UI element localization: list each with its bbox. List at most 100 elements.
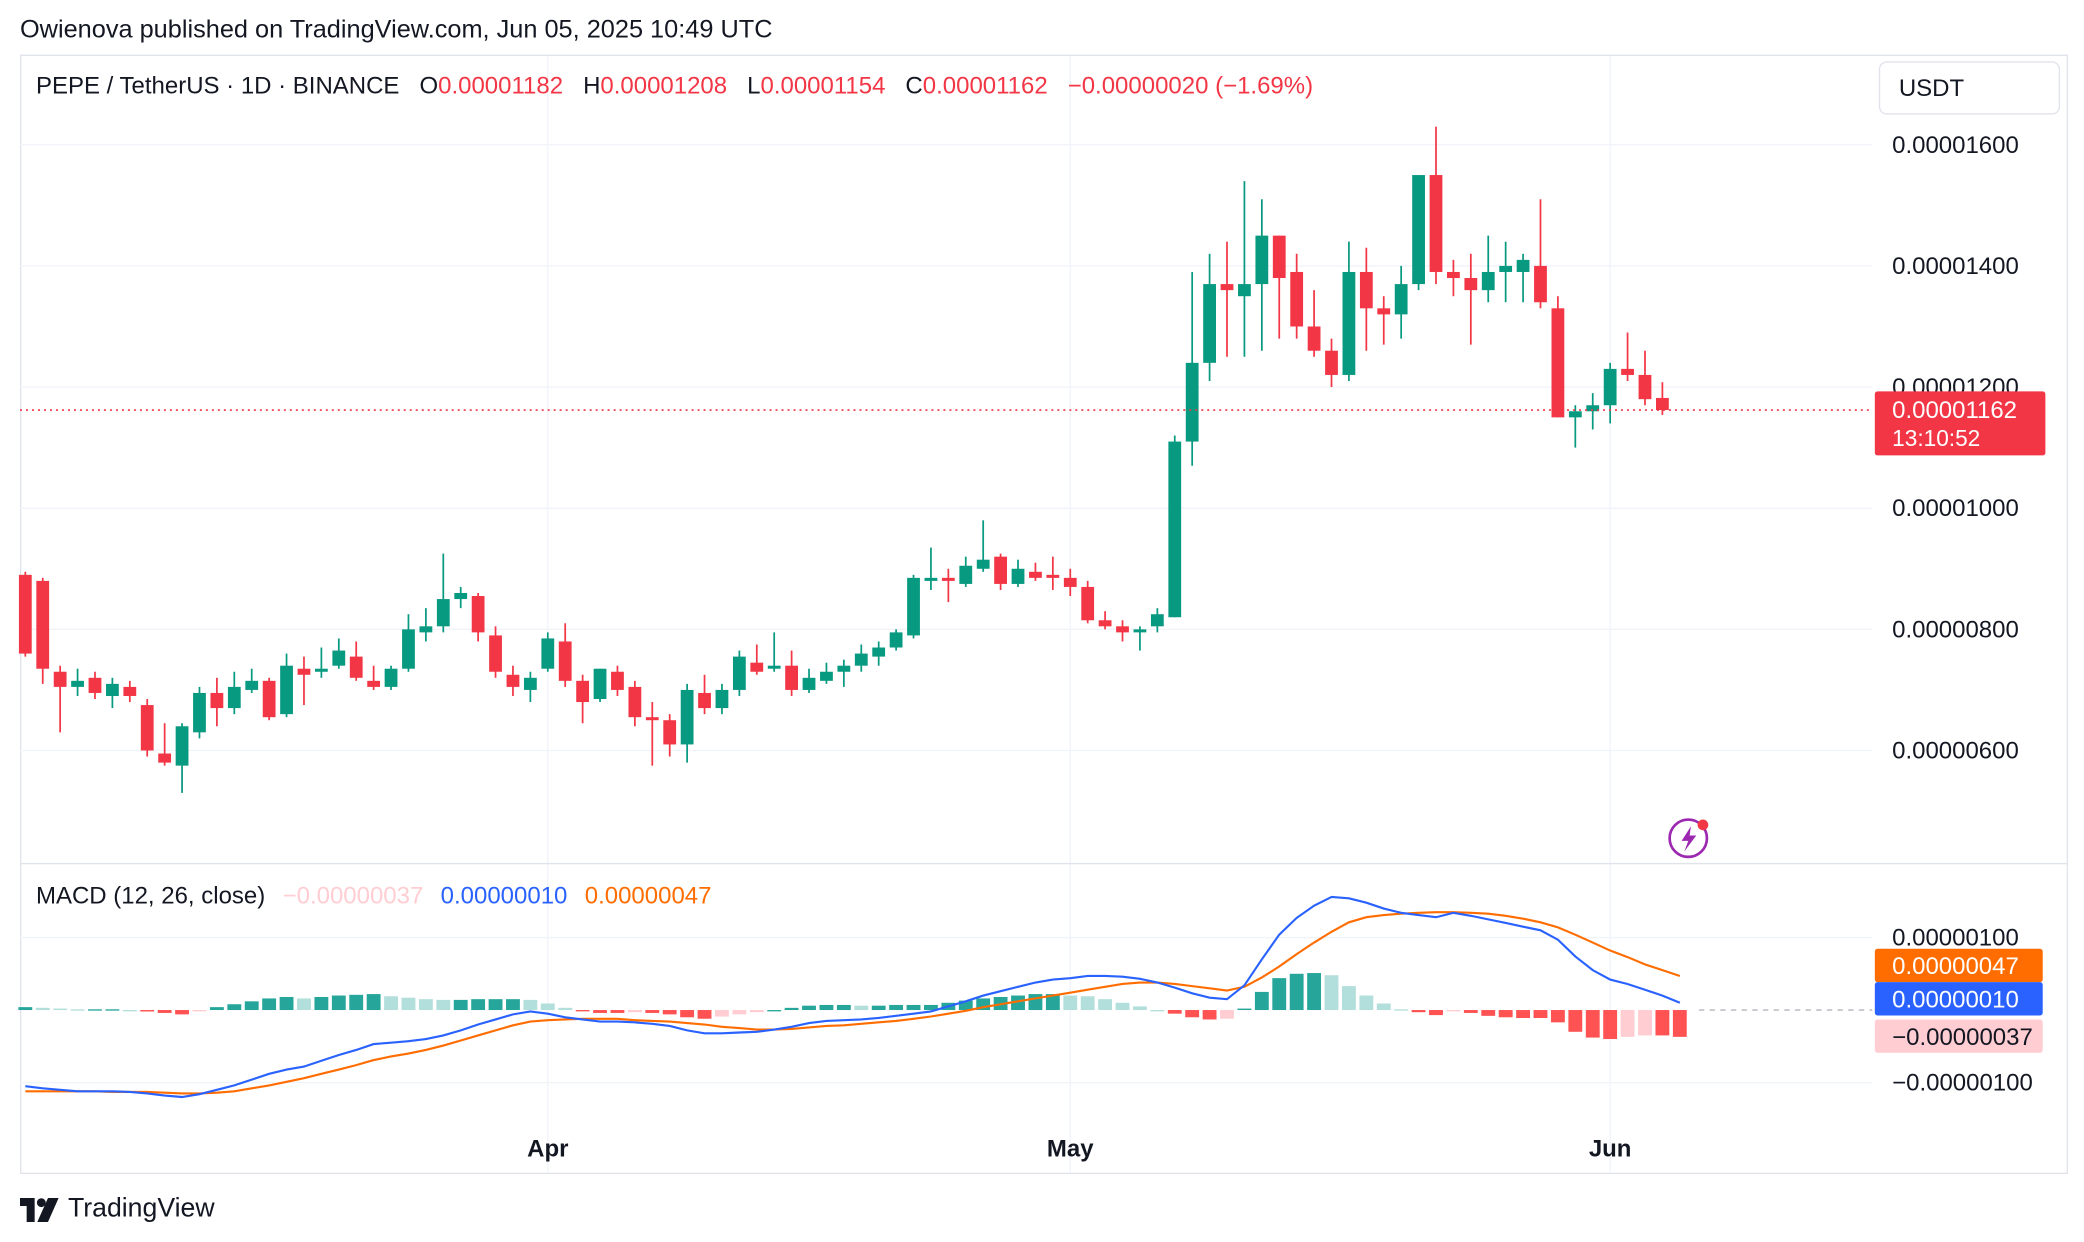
- macd-hist-bar: [958, 1000, 973, 1011]
- candle-body: [558, 641, 572, 681]
- macd-hist-bar: [1237, 1008, 1252, 1011]
- macd-hist-bar: [610, 1010, 625, 1013]
- candle-body: [1011, 568, 1025, 584]
- candle-body: [1081, 586, 1095, 621]
- macd-hist-bar: [1638, 1010, 1652, 1036]
- candle-body: [1150, 614, 1164, 627]
- candle-body: [907, 577, 920, 636]
- candle-body: [1499, 265, 1513, 272]
- macd-histogram: [18, 973, 1687, 1040]
- candle-body: [645, 717, 659, 721]
- macd-hist-bar: [976, 998, 991, 1011]
- macd-hist-bar: [802, 1005, 816, 1011]
- candle-body: [140, 705, 154, 751]
- macd-hist-bar: [1359, 995, 1374, 1011]
- tradingview-logo[interactable]: TradingView: [19, 1194, 215, 1225]
- macd-hist-bar: [401, 997, 416, 1011]
- candle-body: [106, 683, 119, 696]
- candle-body: [1516, 259, 1530, 272]
- macd-hist-bar: [1185, 1010, 1200, 1018]
- macd-hist-bar: [1254, 991, 1269, 1011]
- macd-hist-bar: [35, 1007, 50, 1011]
- macd-signal-badge-text: 0.00000047: [1892, 953, 2019, 980]
- candle-body: [680, 689, 694, 745]
- macd-line-badge-text: 0.00000010: [1892, 986, 2019, 1013]
- candle-body: [541, 638, 555, 669]
- macd-hist-bar: [767, 1010, 782, 1012]
- candle-body: [454, 593, 468, 600]
- macd-hist-bar: [192, 1010, 207, 1012]
- candle-body: [1603, 368, 1617, 406]
- macd-hist-bar: [453, 999, 468, 1011]
- candle-body: [227, 686, 241, 709]
- low-value: 0.00001154: [760, 71, 886, 99]
- price-tick-label: 0.00001000: [1892, 495, 2019, 522]
- candle-body: [193, 692, 206, 733]
- macd-hist-bar: [1585, 1010, 1600, 1038]
- bar-countdown: 13:10:52: [1892, 425, 1980, 451]
- candle-body: [767, 665, 781, 669]
- macd-hist-bar: [227, 1004, 242, 1011]
- macd-hist-bar: [331, 995, 346, 1011]
- close-label: C: [905, 71, 923, 99]
- macd-tick-label: 0.00000100: [1892, 925, 2019, 952]
- candle-body: [1621, 368, 1634, 375]
- macd-hist-bar: [1028, 994, 1043, 1011]
- candle-body: [576, 680, 590, 703]
- macd-hist-bar: [854, 1005, 869, 1011]
- candle-body: [1464, 278, 1478, 291]
- macd-hist-bar: [384, 996, 398, 1011]
- macd-hist-bar: [1620, 1010, 1635, 1037]
- candle-body: [1046, 574, 1060, 578]
- macd-hist-bar: [1150, 1010, 1165, 1012]
- candle-body: [663, 720, 677, 745]
- candle-body: [1220, 284, 1234, 291]
- candle-body: [506, 674, 520, 687]
- macd-hist-bar: [1603, 1010, 1618, 1040]
- macd-hist-bar: [1446, 1010, 1461, 1012]
- candle-body: [1342, 271, 1356, 375]
- candle-body: [1656, 397, 1669, 411]
- candle-body: [314, 668, 328, 672]
- macd-signal-badge: [1874, 948, 2043, 983]
- macd-hist-bar: [18, 1007, 33, 1011]
- candle-body: [1307, 326, 1321, 351]
- high-label: H: [583, 71, 601, 99]
- macd-hist-badge: [1874, 1019, 2043, 1053]
- candle-body: [280, 665, 293, 715]
- candle-body: [1290, 271, 1304, 327]
- notification-dot-icon: [1697, 819, 1709, 831]
- currency-selector[interactable]: USDT: [1878, 61, 2061, 115]
- last-price-value: 0.00001162: [1892, 397, 2017, 424]
- macd-hist-bar: [749, 1010, 764, 1013]
- candle-body: [1272, 235, 1286, 279]
- macd-hist-bar: [1672, 1010, 1687, 1037]
- macd-hist-bar: [244, 1001, 259, 1011]
- ohlc-legend: PEPE / TetherUS · 1D · BINANCE O0.000011…: [36, 72, 1313, 100]
- macd-signal-value: 0.00000047: [584, 882, 712, 909]
- candle-body: [1638, 374, 1652, 400]
- candle-body: [785, 665, 799, 690]
- axes: 0.000016000.000014000.000012000.00001000…: [19, 132, 2046, 1163]
- candle-body: [262, 680, 276, 718]
- low-label: L: [747, 71, 761, 99]
- symbol-title[interactable]: PEPE / TetherUS · 1D · BINANCE: [35, 71, 400, 99]
- last-price-badge: [1874, 391, 2046, 456]
- macd-hist-bar: [575, 1010, 590, 1012]
- candle-body: [924, 577, 938, 581]
- macd-title[interactable]: MACD (12, 26, close): [35, 882, 266, 909]
- candle-body: [1534, 265, 1547, 303]
- candle-body: [976, 559, 990, 569]
- candle-body: [210, 692, 224, 709]
- time-tick-label: Jun: [1589, 1136, 1632, 1163]
- candle-body: [53, 671, 67, 687]
- macd-hist-bar: [558, 1007, 573, 1011]
- candle-body: [1429, 175, 1443, 272]
- candle-body: [994, 556, 1007, 584]
- macd-hist-bar: [1045, 994, 1060, 1011]
- candle-body: [1394, 284, 1408, 315]
- candle-body: [889, 632, 903, 648]
- candle-body: [1359, 271, 1373, 309]
- candle-body: [941, 577, 955, 581]
- candle-body: [1185, 362, 1199, 442]
